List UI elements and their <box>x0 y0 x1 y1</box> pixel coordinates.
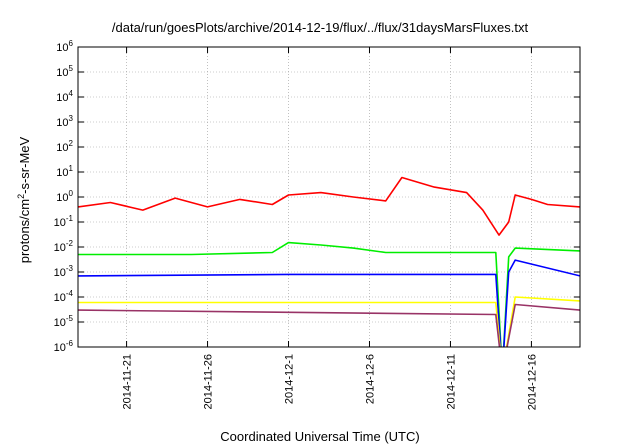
y-tick-label: 10-2 <box>54 239 74 254</box>
series-line-5 <box>78 303 580 347</box>
y-tick-labels: 10-6 10-5 10-4 10-3 10-2 10-1 100 101 102 103 104 1… <box>54 39 74 354</box>
x-tick-label: 2014-11-21 <box>122 354 134 409</box>
x-tick-label: 2014-12-11 <box>445 354 457 409</box>
y-axis-label: protons/cm2-s-sr-MeV <box>15 136 33 264</box>
x-tick-label: 2014-11-26 <box>203 354 215 409</box>
y-tick-label: 101 <box>56 164 73 179</box>
y-tick-label: 104 <box>56 89 73 104</box>
y-tick-label: 10-4 <box>54 289 74 304</box>
tick-marks <box>78 46 580 348</box>
x-tick-label: 2014-12-16 <box>526 354 538 410</box>
grid-lines <box>78 46 580 348</box>
y-tick-label: 100 <box>56 189 73 204</box>
x-tick-label: 2014-12-1 <box>284 354 296 404</box>
series-line-3 <box>78 259 580 347</box>
y-tick-label: 105 <box>56 64 73 79</box>
y-tick-label: 106 <box>56 39 73 54</box>
y-tick-label: 10-6 <box>54 339 74 354</box>
x-tick-label: 2014-12-6 <box>364 354 376 404</box>
y-tick-label: 102 <box>56 139 73 154</box>
x-axis-label: Coordinated Universal Time (UTC) <box>220 429 420 444</box>
y-tick-label: 10-1 <box>54 214 74 229</box>
series-line-1 <box>78 176 580 236</box>
series-line-4 <box>78 296 580 347</box>
series-layer <box>78 176 580 347</box>
y-tick-label: 103 <box>56 114 73 129</box>
y-tick-label: 10-3 <box>54 264 74 279</box>
series-line-2 <box>78 241 580 347</box>
x-tick-labels: 2014-11-21 2014-11-26 2014-12-1 2014-12-6 20… <box>122 354 539 410</box>
y-tick-label: 10-5 <box>54 314 74 329</box>
chart-title: /data/run/goesPlots/archive/2014-12-19/f… <box>111 20 529 35</box>
